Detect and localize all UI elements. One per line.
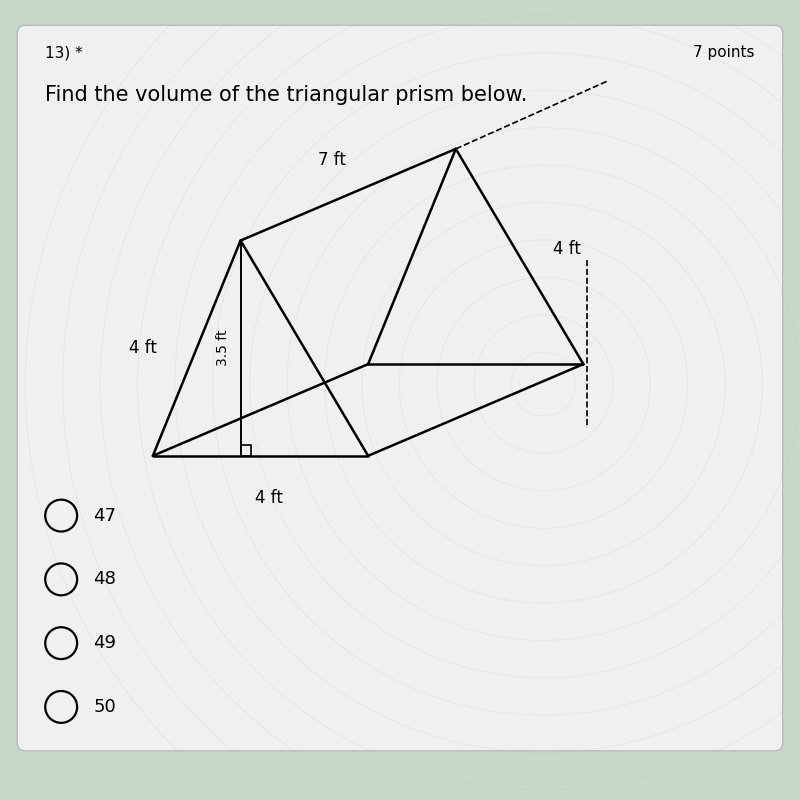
Text: 4 ft: 4 ft xyxy=(553,239,581,258)
Text: 4 ft: 4 ft xyxy=(129,339,157,357)
Text: 4 ft: 4 ft xyxy=(254,490,282,507)
Text: 48: 48 xyxy=(93,570,116,588)
Text: 13) *: 13) * xyxy=(46,46,83,60)
Text: 7 ft: 7 ft xyxy=(318,151,346,170)
FancyBboxPatch shape xyxy=(18,26,782,750)
Text: 3.5 ft: 3.5 ft xyxy=(216,330,230,366)
Text: Find the volume of the triangular prism below.: Find the volume of the triangular prism … xyxy=(46,85,528,105)
Text: 50: 50 xyxy=(93,698,116,716)
Text: 7 points: 7 points xyxy=(694,46,754,60)
Text: 47: 47 xyxy=(93,506,116,525)
Text: 49: 49 xyxy=(93,634,116,652)
